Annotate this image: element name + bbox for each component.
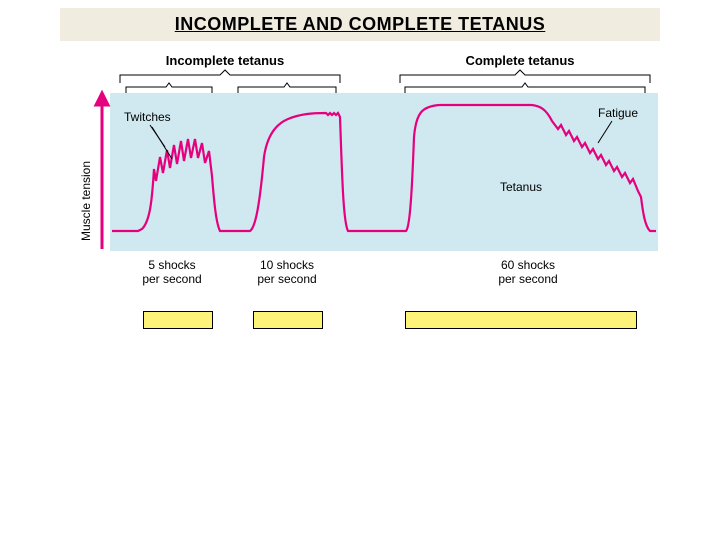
xlabel-1-line2: per second [142, 272, 201, 286]
bracket-complete-sub [405, 83, 645, 93]
bracket-incomplete [120, 70, 340, 83]
y-axis-arrow [96, 93, 108, 249]
bracket-complete [400, 70, 650, 83]
twitches-label: Twitches [124, 110, 171, 124]
page-title: INCOMPLETE AND COMPLETE TETANUS [60, 8, 660, 41]
yellow-box-2 [253, 311, 323, 329]
xlabel-1-line1: 5 shocks [148, 258, 195, 272]
xlabel-3-line1: 60 shocks [501, 258, 555, 272]
bracket-incomplete-sub1 [126, 83, 212, 93]
fatigue-label: Fatigue [598, 106, 638, 120]
header-incomplete: Incomplete tetanus [166, 53, 284, 68]
yellow-box-1 [143, 311, 213, 329]
xlabel-2-line2: per second [257, 272, 316, 286]
plot-bg [110, 93, 658, 251]
yellow-box-3 [405, 311, 637, 329]
bracket-incomplete-sub2 [238, 83, 336, 93]
xlabel-3-line2: per second [498, 272, 557, 286]
yellow-row [60, 311, 660, 335]
y-axis-label: Muscle tension [79, 161, 93, 241]
chart-svg: Muscle tension Incomplete tetanus Comple… [60, 51, 660, 311]
header-complete: Complete tetanus [465, 53, 574, 68]
tetanus-chart: Muscle tension Incomplete tetanus Comple… [60, 51, 660, 311]
xlabel-2-line1: 10 shocks [260, 258, 314, 272]
tetanus-label: Tetanus [500, 180, 542, 194]
